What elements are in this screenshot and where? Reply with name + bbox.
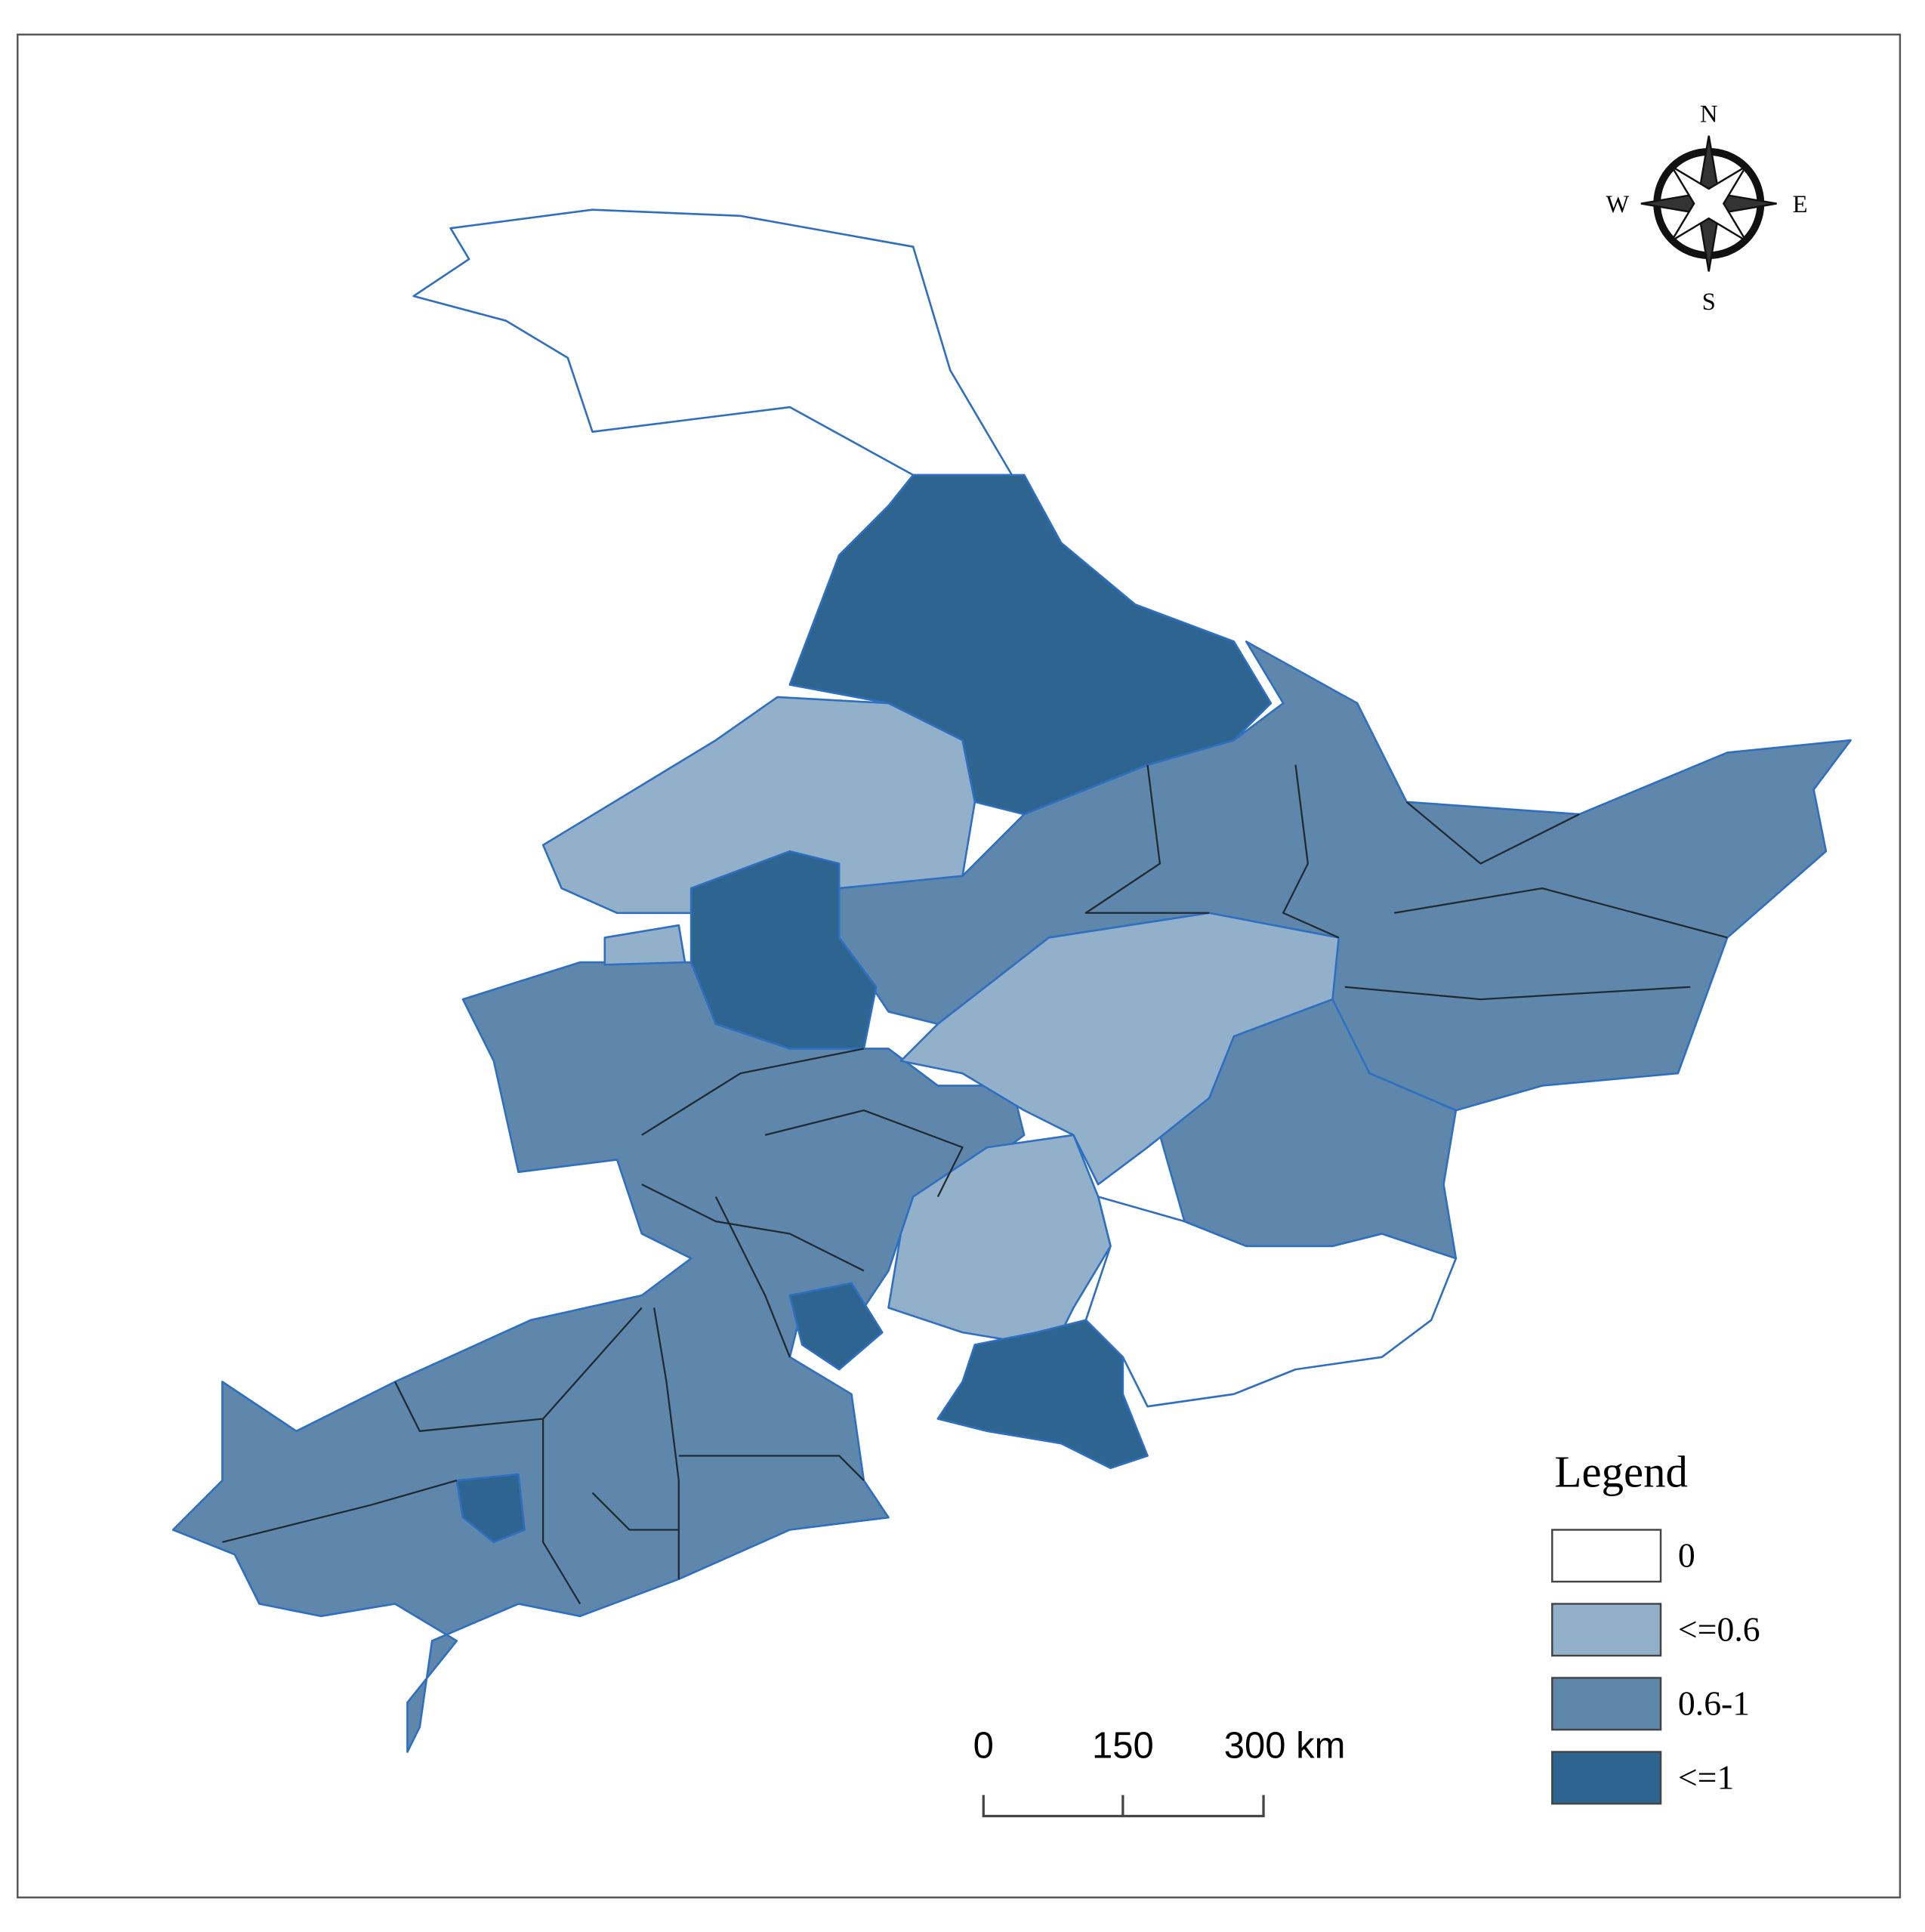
border	[714, 1196, 791, 1358]
border	[222, 1480, 458, 1543]
border	[641, 1048, 865, 1136]
border	[764, 1109, 964, 1197]
legend-label: 0.6-1	[1678, 1684, 1750, 1723]
region	[788, 474, 1273, 816]
legend-swatch	[1551, 1603, 1662, 1657]
region	[899, 912, 1340, 1186]
region	[541, 696, 976, 915]
region	[455, 1473, 526, 1544]
legend: Legend 0 <=0.6 0.6-1 <=1	[1551, 1447, 1760, 1805]
legend-swatch	[1551, 1677, 1662, 1731]
border	[641, 1184, 865, 1272]
scale-label: 0	[973, 1726, 994, 1767]
border	[1084, 764, 1210, 914]
compass-south: S	[1702, 289, 1716, 316]
regions	[171, 208, 1852, 1753]
region	[603, 924, 686, 966]
legend-swatch	[1551, 1751, 1662, 1805]
legend-label: 0	[1678, 1535, 1695, 1574]
region	[936, 1319, 1149, 1470]
border	[1405, 801, 1580, 865]
compass: N S E W	[1606, 101, 1807, 316]
border	[541, 1418, 582, 1605]
scale-bar: 0 150 300 km	[973, 1726, 1346, 1818]
border	[394, 1307, 643, 1432]
region	[887, 1134, 1112, 1346]
border	[1394, 887, 1728, 939]
legend-swatch	[1551, 1529, 1662, 1583]
region	[788, 1282, 884, 1371]
legend-label: <=1	[1678, 1758, 1734, 1797]
internal-borders	[222, 764, 1728, 1605]
region	[412, 208, 1013, 477]
compass-west: W	[1606, 191, 1629, 218]
border	[591, 1492, 679, 1531]
compass-east: E	[1793, 191, 1808, 218]
border	[678, 1455, 865, 1481]
border	[1282, 764, 1340, 939]
region	[689, 850, 878, 1050]
compass-star	[1670, 165, 1747, 242]
border	[1344, 986, 1691, 1001]
legend-title: Legend	[1555, 1447, 1688, 1496]
compass-north: N	[1700, 101, 1718, 128]
scale-label: 300 km	[1224, 1726, 1346, 1767]
scale-label: 150	[1092, 1726, 1154, 1767]
legend-label: <=0.6	[1678, 1610, 1760, 1649]
